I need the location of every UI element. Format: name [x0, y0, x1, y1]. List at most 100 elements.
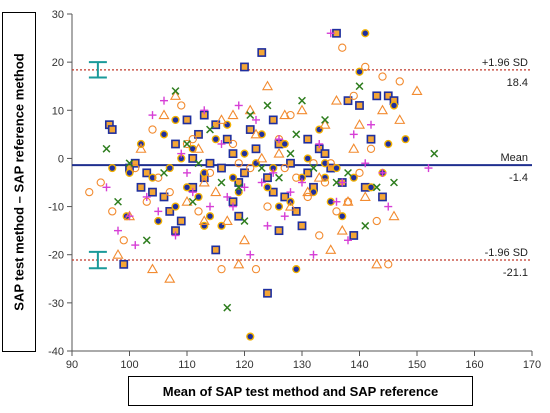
dot-marker — [217, 221, 226, 230]
axes: 90 100 110 120 130 140 150 160 170 -40 -30 -20 -10 0 1… — [48, 9, 541, 371]
plus-marker — [309, 250, 318, 259]
square-marker — [228, 149, 238, 159]
square-marker — [165, 206, 175, 216]
square-marker — [268, 187, 278, 197]
triangle-marker — [359, 191, 371, 201]
cross-marker — [298, 96, 306, 105]
dot-marker — [320, 159, 330, 168]
triangle-marker — [198, 176, 210, 187]
dot-marker — [200, 221, 209, 230]
cross-marker — [234, 183, 243, 192]
plus-marker — [257, 178, 266, 187]
y-tick-label: 30 — [52, 9, 64, 21]
square-marker — [263, 288, 272, 298]
plus-marker — [361, 159, 370, 168]
dot-marker — [223, 120, 232, 129]
cross-marker — [188, 197, 197, 206]
square-marker — [142, 168, 152, 178]
circle-marker — [384, 260, 393, 269]
dot-marker — [200, 168, 209, 177]
plus-marker — [298, 178, 306, 187]
y-tick-label: 0 — [58, 153, 64, 165]
circle-marker — [320, 178, 330, 187]
square-marker — [355, 101, 364, 110]
square-marker — [280, 192, 290, 202]
circle-marker — [154, 173, 163, 182]
y-tick-label: 10 — [52, 105, 64, 117]
circle-marker — [119, 236, 128, 245]
circle-marker — [177, 101, 186, 110]
circle-marker — [234, 159, 243, 168]
circle-marker — [303, 192, 312, 202]
plus-marker — [177, 149, 186, 158]
dot-marker — [205, 212, 215, 221]
dot-marker — [165, 163, 174, 173]
square-marker — [240, 168, 249, 178]
triangle-marker — [135, 143, 147, 153]
triangle-marker — [376, 104, 389, 115]
plus-marker — [344, 236, 352, 245]
square-marker — [217, 163, 226, 173]
x-tick-label: 170 — [523, 359, 541, 371]
plus-marker — [200, 106, 209, 115]
plus-marker — [286, 188, 295, 197]
plus-marker — [217, 139, 226, 148]
square-marker — [234, 211, 244, 221]
x-axis-label: Mean of SAP test method and SAP referenc… — [162, 383, 439, 399]
square-marker — [251, 144, 261, 154]
square-marker — [378, 192, 387, 202]
cross-marker — [286, 149, 295, 158]
square-marker — [343, 96, 353, 106]
square-marker — [268, 115, 278, 125]
upper-line-value: 18.4 — [507, 77, 528, 89]
cross-marker — [263, 101, 272, 110]
square-marker — [136, 182, 146, 192]
circle-marker — [361, 62, 370, 72]
circle-marker — [315, 231, 324, 240]
plus-marker — [154, 207, 163, 216]
triangle-marker — [210, 186, 222, 197]
circle-marker — [372, 216, 381, 226]
dot-marker — [171, 115, 180, 125]
circle-marker — [108, 207, 117, 216]
plus-marker — [183, 168, 191, 177]
cross-marker — [142, 236, 151, 245]
upper-line-label: +1.96 SD — [482, 57, 528, 69]
cross-marker — [206, 125, 214, 134]
cross-marker — [125, 159, 134, 168]
cross-marker — [183, 140, 191, 148]
error-bar — [88, 61, 107, 79]
x-axis-label-box: Mean of SAP test method and SAP referenc… — [128, 376, 473, 406]
square-marker — [222, 134, 232, 144]
dot-marker — [332, 163, 341, 173]
triangle-marker — [256, 152, 268, 163]
circle-marker — [292, 173, 301, 182]
triangle-marker — [158, 109, 170, 120]
triangle-marker — [313, 171, 325, 182]
plus-marker — [142, 192, 151, 201]
square-marker — [320, 149, 330, 159]
cross-marker — [257, 164, 266, 172]
triangle-marker — [233, 258, 245, 269]
cross-marker — [223, 303, 232, 312]
circle-marker — [228, 139, 238, 149]
cross-marker — [246, 111, 255, 120]
triangle-marker — [261, 80, 274, 91]
dot-marker — [108, 163, 117, 173]
dot-marker — [194, 192, 203, 202]
circle-marker — [188, 135, 197, 144]
dot-marker — [315, 125, 324, 134]
dot-marker — [228, 173, 238, 182]
triangle-marker — [342, 196, 354, 206]
square-marker — [234, 178, 244, 187]
cross-marker — [321, 115, 329, 124]
dot-marker — [171, 202, 180, 211]
plus-marker — [223, 192, 232, 201]
circle-marker — [332, 207, 341, 216]
cross-marker — [275, 173, 283, 182]
cross-marker — [217, 178, 226, 187]
triangle-marker — [227, 109, 239, 120]
y-tick-label: 20 — [52, 57, 64, 69]
square-marker — [182, 115, 192, 125]
dot-marker — [154, 216, 163, 226]
